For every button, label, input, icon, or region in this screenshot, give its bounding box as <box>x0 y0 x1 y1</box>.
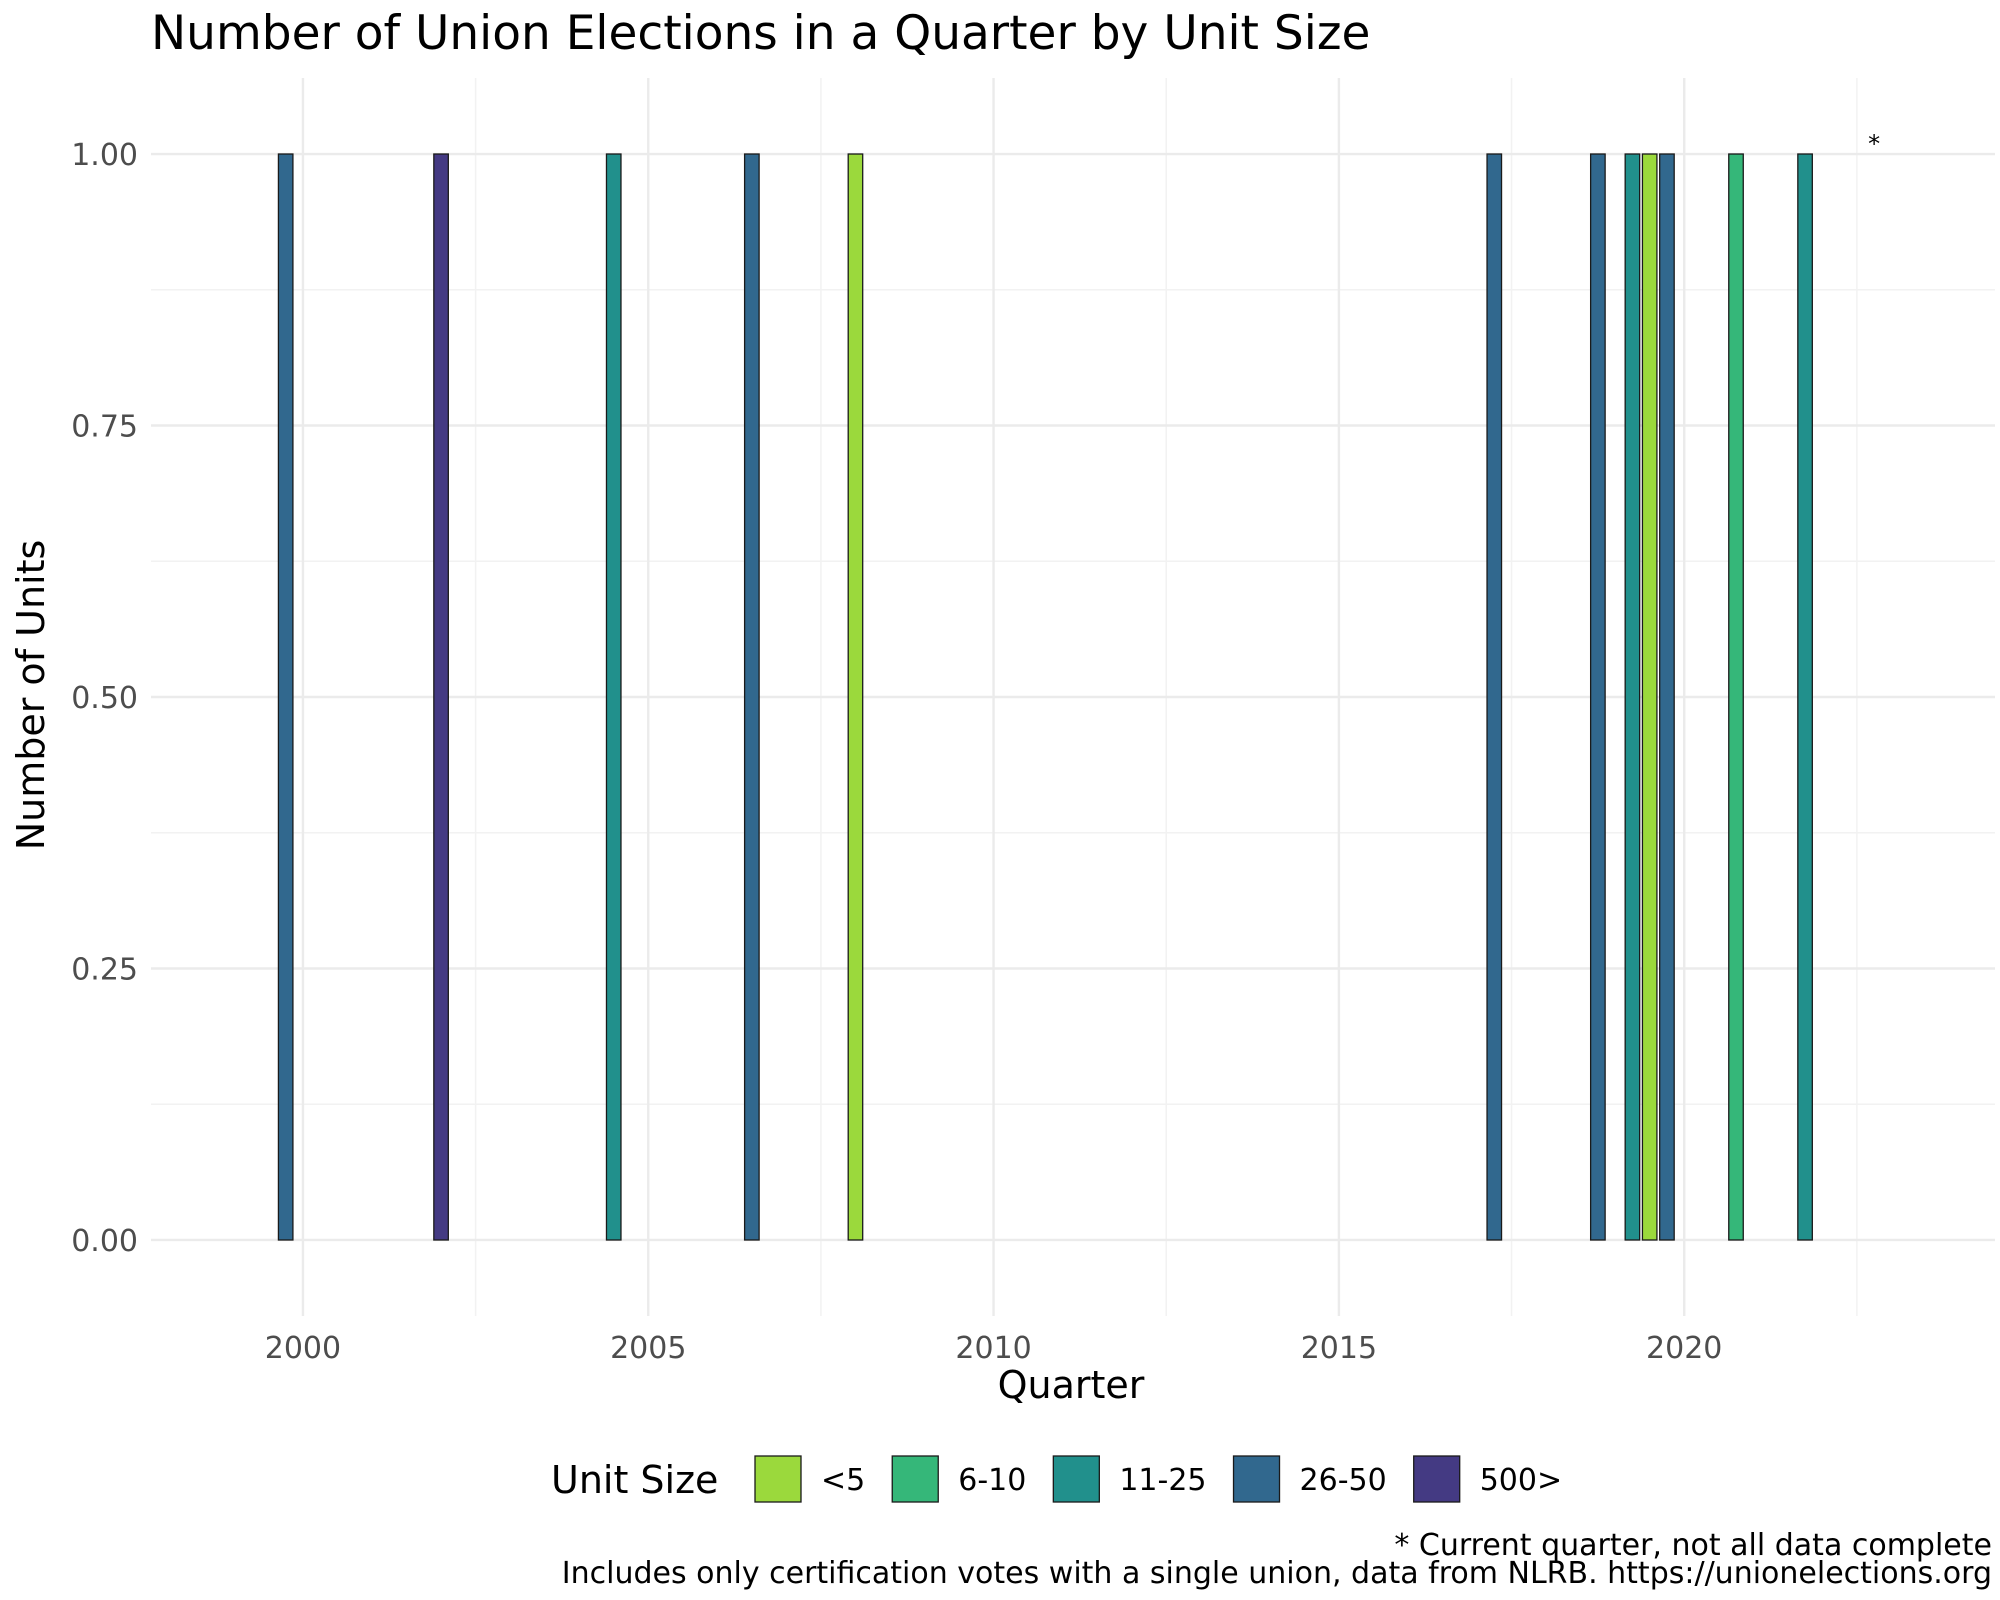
legend-key <box>1052 1455 1100 1503</box>
bar <box>847 153 864 1241</box>
x-tick-label: 2020 <box>1646 1331 1722 1366</box>
bar <box>1624 153 1641 1241</box>
grid-lines <box>151 78 1995 1316</box>
legend-label: <5 <box>821 1463 865 1498</box>
bar <box>1641 153 1658 1241</box>
y-tick-label: 0.75 <box>71 410 138 445</box>
y-axis-title: Number of Units <box>9 540 53 851</box>
legend-key <box>891 1455 939 1503</box>
x-tick-label: 2010 <box>955 1331 1031 1366</box>
legend-title: Unit Size <box>551 1458 718 1502</box>
caption-source: Includes only certification votes with a… <box>562 1556 1992 1591</box>
bar <box>433 153 449 1241</box>
bar <box>1589 153 1606 1241</box>
bar <box>743 153 760 1241</box>
legend-key <box>754 1455 802 1503</box>
legend-label: 6-10 <box>958 1463 1026 1498</box>
legend-label: 500> <box>1480 1463 1562 1498</box>
legend-label: 11-25 <box>1119 1463 1206 1498</box>
bar <box>1728 153 1744 1241</box>
chart-title: Number of Union Elections in a Quarter b… <box>151 6 1370 61</box>
y-tick-label: 1.00 <box>71 138 138 173</box>
bar <box>1659 153 1675 1241</box>
current-quarter-annotation: * <box>1868 130 1880 158</box>
x-tick-labels: 2000 2005 2010 2015 2020 <box>265 1331 1723 1366</box>
bar <box>1486 153 1503 1241</box>
x-tick-label: 2015 <box>1301 1331 1377 1366</box>
bar <box>277 153 294 1241</box>
caption-note: * Current quarter, not all data complete <box>1394 1528 1992 1563</box>
bar <box>1797 153 1813 1241</box>
x-axis-title: Quarter <box>998 1363 1145 1407</box>
bar <box>605 153 622 1241</box>
legend-key <box>1232 1455 1281 1503</box>
bars <box>277 153 1813 1241</box>
y-tick-labels: 0.00 0.25 0.50 0.75 1.00 <box>71 138 138 1259</box>
y-tick-label: 0.00 <box>71 1224 138 1259</box>
y-tick-label: 0.25 <box>71 952 138 987</box>
x-tick-label: 2005 <box>610 1331 686 1366</box>
x-tick-label: 2000 <box>265 1331 341 1366</box>
legend-key <box>1413 1455 1461 1503</box>
legend: Unit Size <5 6-10 11-25 26-50 500> <box>551 1455 1562 1503</box>
y-tick-label: 0.50 <box>71 681 138 716</box>
legend-label: 26-50 <box>1300 1463 1387 1498</box>
